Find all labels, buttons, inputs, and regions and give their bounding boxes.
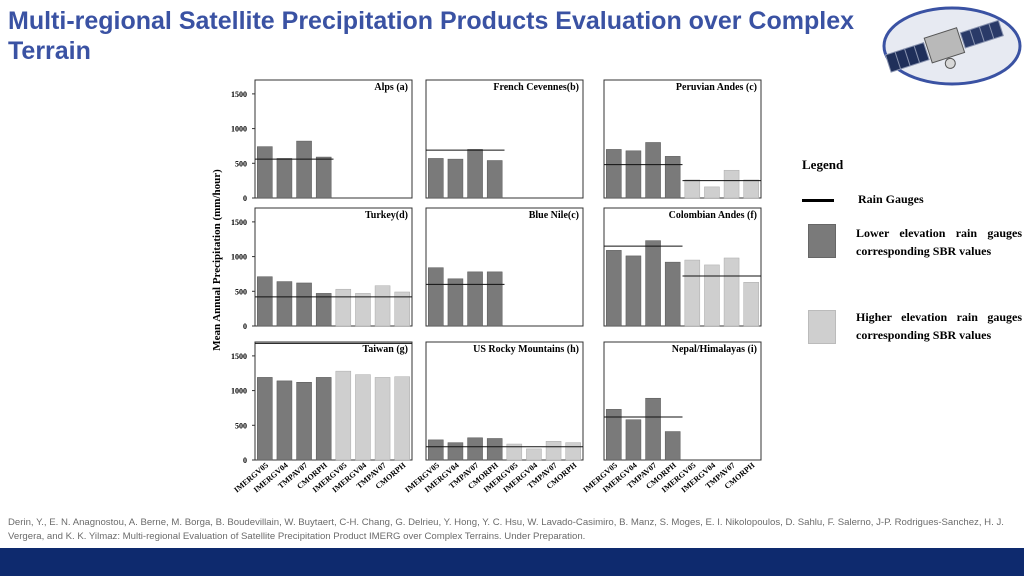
bar [257,276,273,327]
panel-title: US Rocky Mountains (h) [473,344,579,355]
bar [276,158,293,199]
footer-bar [0,548,1024,576]
bar [428,267,444,327]
y-tick-label: 1000 [231,125,247,134]
slide-title: Multi-regional Satellite Precipitation P… [8,7,854,65]
bar [645,397,661,461]
legend-lower-swatch [808,224,836,258]
bar [664,156,681,199]
y-tick-label: 1000 [231,253,247,262]
bar [428,158,444,199]
bar [645,240,661,327]
bar [743,179,759,199]
bar [664,261,681,327]
bar [374,285,391,327]
y-tick-label: 500 [235,287,247,296]
bar [684,259,701,327]
bar [486,438,503,461]
panel-frame [425,341,584,461]
bar [355,293,371,327]
y-tick-label: 1500 [231,90,247,99]
bar [625,150,642,199]
legend-rain-gauges-label: Rain Gauges [858,192,924,206]
y-tick-label: 500 [235,421,247,430]
panel-title: Blue Nile(c) [529,210,579,221]
bar [704,264,720,327]
y-axis-label: Mean Annual Precipitation (mm/hour) [211,169,223,351]
panel-title: Alps (a) [374,82,408,93]
legend-title: Legend [802,157,844,172]
bar [394,291,410,327]
bar [625,419,642,461]
y-tick-label: 0 [243,194,247,203]
bar [526,448,542,461]
panel-title: French Cevennes(b) [493,82,579,93]
bar [606,409,622,461]
legend-higher-swatch [808,310,836,344]
y-tick-label: 500 [235,159,247,168]
bar [394,376,410,461]
bar [276,380,293,461]
bar [645,142,661,199]
bar [486,160,503,199]
bar [428,439,444,461]
panel-title: Peruvian Andes (c) [676,82,757,93]
bar [447,442,464,461]
panel-title: Turkey(d) [365,210,408,221]
bar [723,169,740,199]
bar [296,140,312,199]
y-tick-label: 1500 [231,218,247,227]
panel-title: Taiwan (g) [363,344,408,355]
bar [447,278,464,327]
bar [506,443,523,461]
bar [684,179,701,199]
bar [704,186,720,199]
satellite-logo [882,6,1022,86]
bar [467,149,483,199]
bar [315,377,332,461]
bar [315,156,332,199]
bar [606,149,622,199]
bar [545,441,562,461]
panel-title: Colombian Andes (f) [669,210,757,221]
bar [447,158,464,199]
y-tick-label: 0 [243,322,247,331]
bar [296,382,312,461]
legend-rain-gauge-line [802,199,834,202]
bar [486,271,503,327]
bar [723,257,740,327]
bar [664,431,681,461]
bar [606,250,622,327]
bar [276,281,293,327]
bar [355,374,371,461]
legend-higher-label: Higher elevation rain gauges correspondi… [856,310,1022,342]
legend-lower-label: Lower elevation rain gauges correspondin… [856,226,1022,258]
bar [257,146,273,199]
bar [335,370,352,461]
bar [467,437,483,461]
y-tick-label: 0 [243,456,247,465]
bar [467,271,483,327]
bar [257,377,273,461]
y-tick-label: 1500 [231,352,247,361]
y-tick-label: 1000 [231,387,247,396]
bar [374,377,391,461]
bar [625,255,642,327]
bar [315,293,332,327]
panel-title: Nepal/Himalayas (i) [672,344,757,355]
bar [335,288,352,327]
bar [565,442,581,461]
bar [743,282,759,327]
bar [296,282,312,327]
citation: Derin, Y., E. N. Anagnostou, A. Berne, M… [8,517,1004,542]
